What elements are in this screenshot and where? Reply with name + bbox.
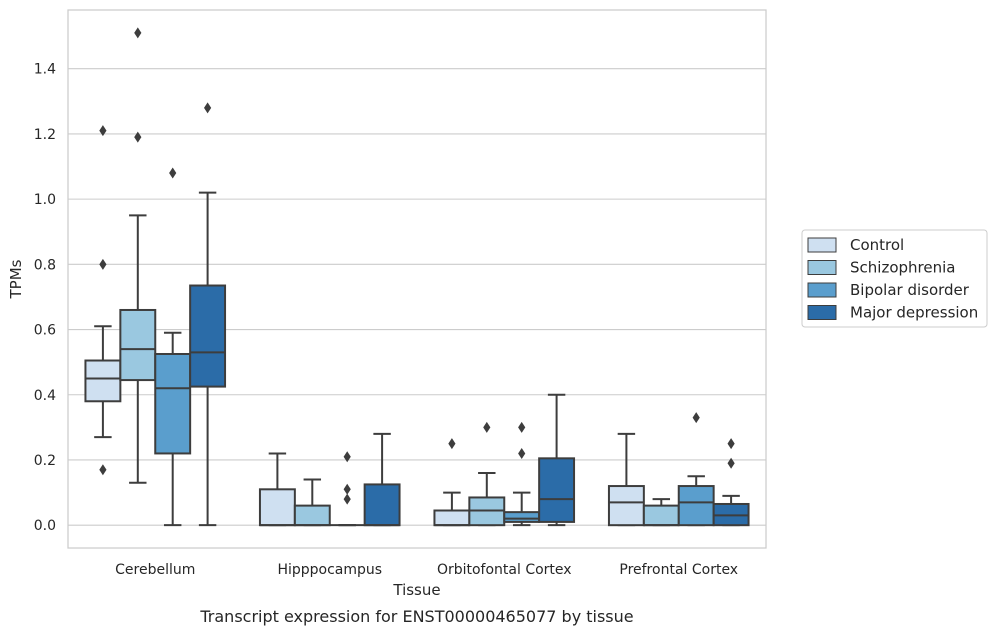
y-tick-label: 0.2 bbox=[34, 453, 56, 469]
box bbox=[433, 509, 471, 527]
plot-frame bbox=[67, 9, 767, 549]
box bbox=[84, 359, 122, 403]
box bbox=[154, 352, 192, 455]
box bbox=[642, 504, 680, 527]
y-tick-label: 1.4 bbox=[34, 62, 56, 78]
legend-frame bbox=[801, 229, 988, 328]
outlier-point bbox=[518, 447, 526, 459]
y-tick-label: 0.4 bbox=[34, 388, 56, 404]
y-axis-title: TPMs bbox=[7, 259, 25, 299]
outlier-point bbox=[727, 438, 735, 450]
y-tick-label: 0.6 bbox=[34, 323, 56, 339]
box bbox=[119, 308, 157, 382]
outlier-point bbox=[518, 421, 526, 433]
y-tick-label: 0.0 bbox=[34, 518, 56, 534]
x-tick-label: Cerebellum bbox=[115, 562, 195, 578]
outlier-point bbox=[483, 421, 491, 433]
outlier-point bbox=[343, 483, 351, 495]
box bbox=[677, 485, 715, 527]
x-tick-label: Hipppocampus bbox=[277, 562, 382, 578]
box bbox=[189, 284, 227, 388]
box-group bbox=[258, 452, 296, 527]
x-tick-label: Prefrontal Cortex bbox=[619, 562, 738, 578]
legend: Control Schizophrenia Bipolar disorder Majo… bbox=[801, 229, 988, 328]
box bbox=[503, 511, 541, 523]
outlier-point bbox=[134, 27, 142, 39]
plot-background bbox=[68, 10, 766, 548]
box-group bbox=[189, 102, 227, 527]
outlier-point bbox=[692, 412, 700, 424]
legend-label: Schizophrenia bbox=[850, 259, 955, 277]
box-group bbox=[677, 412, 715, 527]
legend-swatch bbox=[807, 260, 837, 275]
box-groups bbox=[84, 27, 750, 527]
box-group bbox=[154, 167, 192, 527]
outlier-point bbox=[169, 167, 177, 179]
box-group bbox=[119, 27, 157, 484]
box-group bbox=[503, 421, 541, 527]
box bbox=[538, 457, 576, 523]
outlier-point bbox=[448, 438, 456, 450]
outlier-point bbox=[727, 457, 735, 469]
y-tick-labels: 0.0 0.2 0.4 0.6 0.8 1.0 1.2 1.4 bbox=[34, 62, 56, 534]
outlier-point bbox=[204, 102, 212, 114]
outlier-point bbox=[343, 493, 351, 505]
box-group bbox=[329, 451, 365, 527]
outlier-point bbox=[99, 258, 107, 270]
box-group bbox=[84, 125, 122, 476]
legend-label: Control bbox=[850, 236, 904, 254]
outlier-point bbox=[343, 451, 351, 463]
legend-label: Bipolar disorder bbox=[850, 281, 970, 299]
x-tick-labels: Cerebellum Hipppocampus Orbitofontal Corte… bbox=[115, 562, 738, 578]
box bbox=[607, 485, 645, 527]
x-tick-label: Orbitofontal Cortex bbox=[437, 562, 572, 578]
box-group bbox=[293, 478, 331, 527]
box bbox=[258, 488, 296, 527]
box-group bbox=[538, 393, 576, 527]
y-tick-label: 1.2 bbox=[34, 127, 56, 143]
outlier-point bbox=[134, 131, 142, 143]
y-tick-label: 1.0 bbox=[34, 192, 56, 208]
outlier-point bbox=[99, 125, 107, 137]
chart-caption: Transcript expression for ENST0000046507… bbox=[199, 607, 633, 626]
legend-swatch bbox=[807, 237, 837, 253]
box-group bbox=[712, 438, 750, 527]
box-group bbox=[363, 432, 401, 527]
box-group bbox=[468, 421, 506, 527]
outlier-point bbox=[99, 464, 107, 476]
box bbox=[363, 483, 401, 527]
x-axis-title: Tissue bbox=[392, 581, 440, 599]
legend-swatch bbox=[807, 282, 837, 298]
box bbox=[293, 504, 331, 527]
legend-label: Major depression bbox=[850, 304, 978, 322]
legend-swatch bbox=[807, 305, 837, 320]
y-tick-label: 0.8 bbox=[34, 257, 56, 273]
